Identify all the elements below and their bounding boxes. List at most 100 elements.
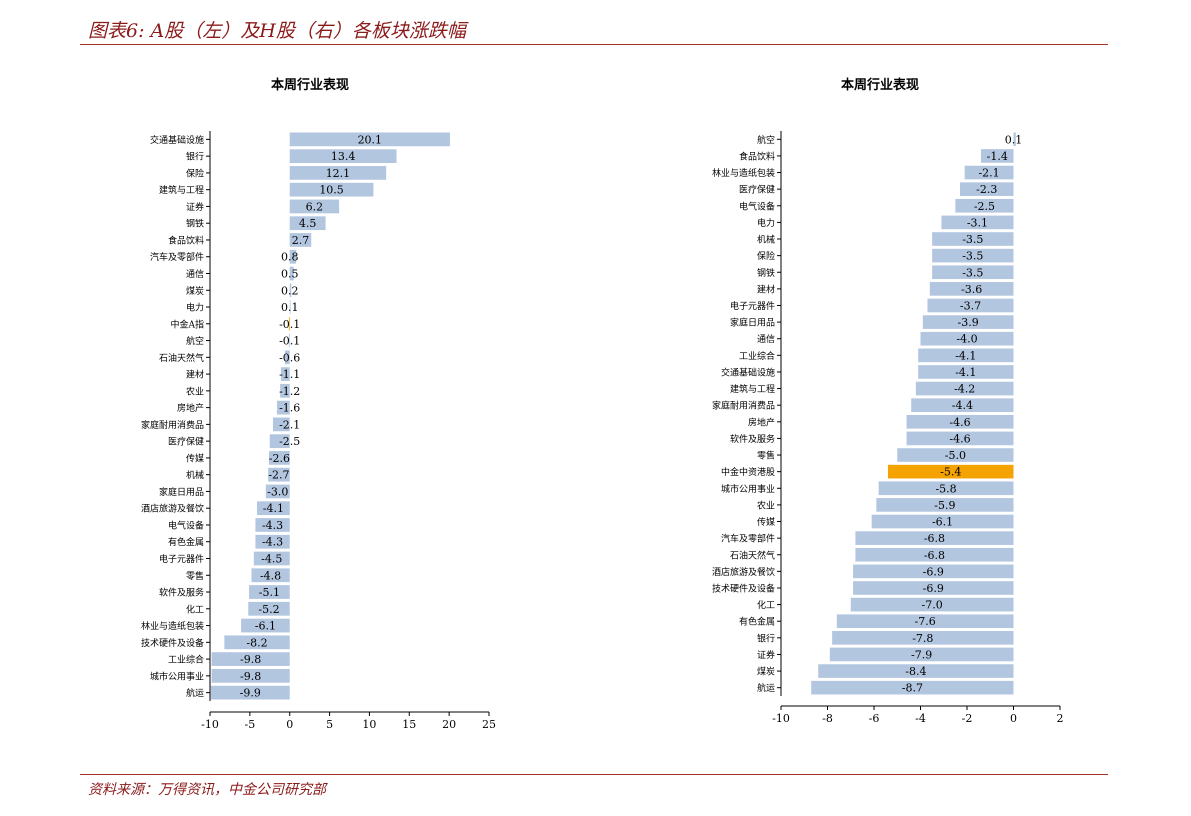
category-label: 食品饮料 <box>168 234 204 246</box>
category-label: 通信 <box>757 333 775 345</box>
data-label: -9.8 <box>240 670 261 683</box>
x-tick-label: -2 <box>962 712 973 725</box>
data-label: -8.2 <box>246 636 267 649</box>
bar <box>964 165 1014 180</box>
bar <box>249 585 290 599</box>
data-label: -4.4 <box>952 399 973 412</box>
data-label: 2.7 <box>292 234 310 247</box>
data-label: -4.1 <box>263 502 284 515</box>
top-divider <box>80 44 1108 45</box>
bar <box>920 331 1014 346</box>
bar <box>853 564 1014 579</box>
bar <box>915 381 1014 396</box>
data-label: -3.5 <box>962 250 983 263</box>
category-label: 建材 <box>757 283 775 295</box>
category-label: 煤炭 <box>186 285 204 297</box>
bar <box>853 581 1014 595</box>
bar <box>288 316 290 331</box>
bar <box>284 350 290 365</box>
category-label: 软件及服务 <box>730 433 775 445</box>
x-tick-label: 5 <box>326 718 333 731</box>
data-label: -3.7 <box>960 299 981 312</box>
data-label: -3.0 <box>267 485 288 498</box>
right-chart-title: 本周行业表现 <box>840 78 920 93</box>
data-label: -7.0 <box>922 599 943 612</box>
category-label: 通信 <box>186 268 204 280</box>
bar <box>855 531 1014 545</box>
data-label: -4.6 <box>949 416 970 429</box>
category-label: 建材 <box>186 369 204 381</box>
bar <box>906 431 1014 446</box>
category-label: 医疗保健 <box>739 184 775 196</box>
data-label: -4.3 <box>262 519 283 532</box>
data-label: -9.8 <box>240 653 261 666</box>
bar <box>253 551 290 566</box>
data-label: -7.6 <box>915 615 936 628</box>
bar <box>906 414 1014 429</box>
category-label: 证券 <box>757 649 775 661</box>
category-label: 家庭日用品 <box>730 317 775 329</box>
category-label: 传媒 <box>186 452 204 464</box>
bar <box>927 298 1014 313</box>
bar <box>272 417 290 432</box>
bar <box>268 467 290 482</box>
bar <box>289 266 294 281</box>
category-label: 零售 <box>757 450 775 462</box>
bar <box>887 464 1014 479</box>
category-label: 房地产 <box>177 402 204 414</box>
x-tick-label: -5 <box>244 718 255 731</box>
data-label: 0.1 <box>281 301 299 314</box>
category-label: 保险 <box>757 250 775 262</box>
category-label: 林业与造纸包装 <box>141 620 204 632</box>
category-label: 中金A指 <box>171 318 205 330</box>
data-label: -3.5 <box>962 233 983 246</box>
data-label: -4.0 <box>956 333 977 346</box>
x-tick-label: -4 <box>915 712 926 725</box>
category-label: 有色金属 <box>739 616 775 628</box>
bar <box>289 249 297 264</box>
data-label: -4.5 <box>261 553 282 566</box>
data-label: -7.8 <box>912 632 933 645</box>
category-label: 航运 <box>757 682 775 694</box>
category-label: 化工 <box>186 603 204 615</box>
bar <box>269 434 290 449</box>
category-label: 医疗保健 <box>168 436 204 448</box>
category-label: 农业 <box>186 385 204 397</box>
bar <box>289 233 312 247</box>
category-label: 证券 <box>186 201 204 213</box>
bar <box>288 333 290 348</box>
bar <box>255 518 290 532</box>
category-label: 城市公用事业 <box>721 483 775 495</box>
category-label: 银行 <box>186 151 204 163</box>
bar <box>289 182 374 197</box>
bar <box>211 668 290 683</box>
data-label: -3.5 <box>962 266 983 279</box>
category-label: 钢铁 <box>186 218 204 230</box>
category-label: 技术硬件及设备 <box>141 637 204 649</box>
category-label: 电子元器件 <box>730 300 775 312</box>
category-label: 煤炭 <box>757 666 775 678</box>
data-label: -5.8 <box>935 482 956 495</box>
x-tick-label: 2 <box>1057 712 1064 725</box>
data-label: -0.1 <box>279 318 300 331</box>
bar <box>832 631 1014 645</box>
data-label: -5.4 <box>940 466 961 479</box>
source-note: 资料来源：万得资讯，中金公司研究部 <box>88 782 326 798</box>
bar <box>289 166 387 180</box>
data-label: -1.1 <box>279 368 300 381</box>
category-label: 电气设备 <box>168 519 204 531</box>
bar <box>818 664 1014 678</box>
figure-title: 图表6: A股（左）及H股（右）各板块涨跌幅 <box>88 20 466 42</box>
bar <box>897 448 1014 462</box>
bar <box>932 232 1014 246</box>
data-label: -6.8 <box>924 549 945 562</box>
data-label: 12.1 <box>326 167 351 180</box>
bar <box>878 481 1014 496</box>
data-label: -2.7 <box>268 469 289 482</box>
data-label: -2.3 <box>976 183 997 196</box>
category-label: 电力 <box>186 302 204 314</box>
category-label: 电气设备 <box>739 200 775 212</box>
bar <box>257 501 290 516</box>
bar <box>941 215 1014 230</box>
